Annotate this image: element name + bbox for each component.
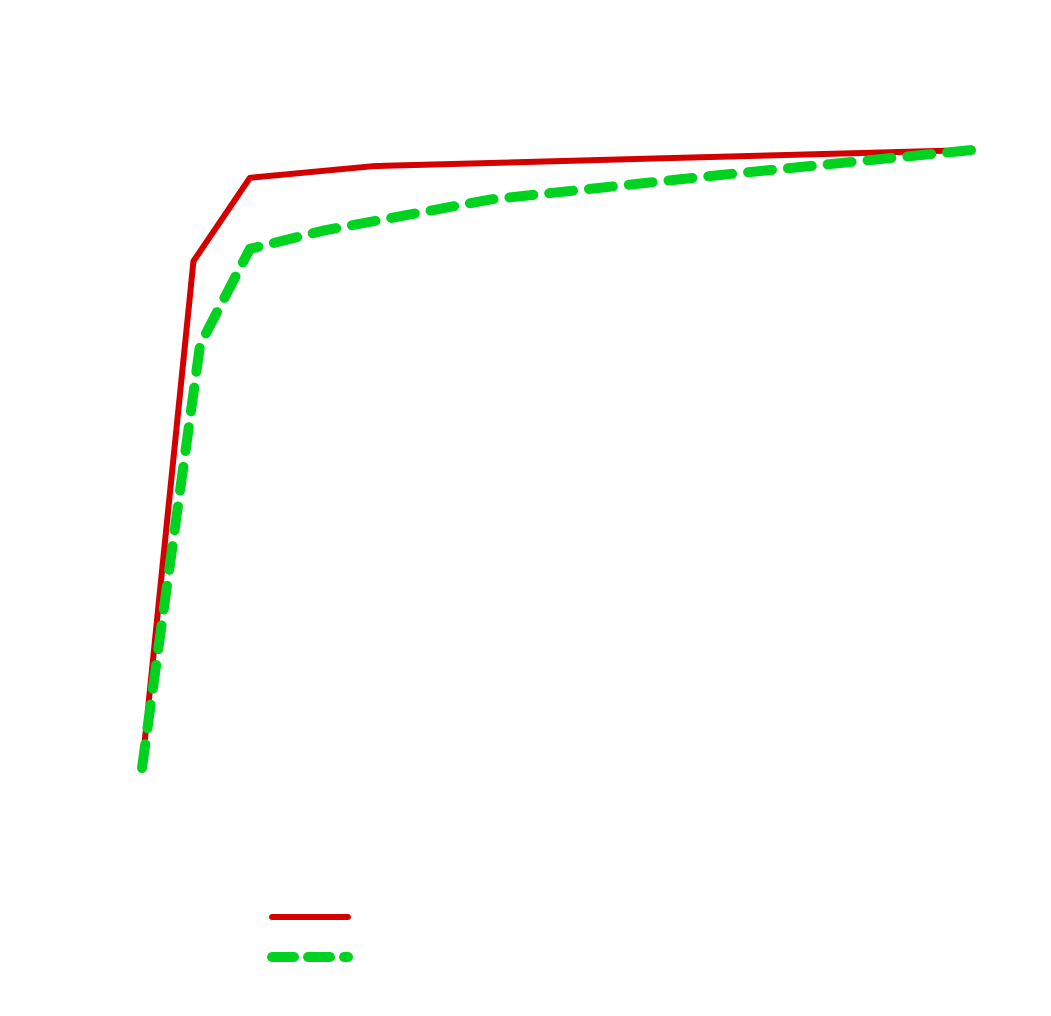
legend [267,914,353,962]
plot-area [137,145,977,773]
series-line-2 [137,145,977,773]
series-line-1 [139,147,975,771]
